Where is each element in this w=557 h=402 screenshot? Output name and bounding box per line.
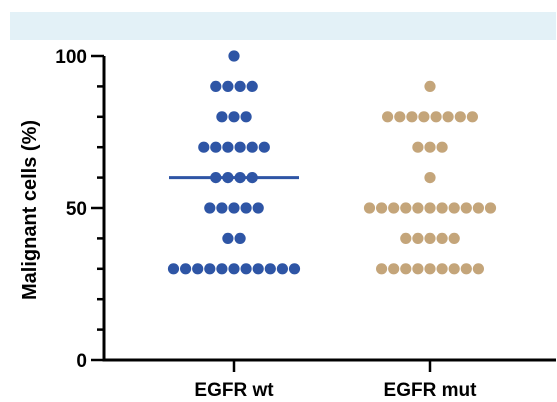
- header-band: [10, 12, 556, 40]
- data-point: [400, 202, 412, 214]
- data-point: [424, 263, 436, 275]
- data-point: [412, 263, 424, 275]
- data-point: [436, 232, 448, 244]
- data-point: [210, 80, 222, 92]
- data-point: [412, 141, 424, 153]
- y-tick-label: 0: [76, 351, 87, 372]
- y-tick-label: 50: [66, 199, 87, 220]
- data-point: [376, 263, 388, 275]
- data-point: [394, 111, 406, 123]
- data-point: [430, 111, 442, 123]
- data-point: [252, 202, 264, 214]
- data-point: [448, 263, 460, 275]
- data-point: [436, 263, 448, 275]
- data-point: [228, 50, 240, 62]
- data-point: [388, 263, 400, 275]
- y-tick-label: 100: [55, 47, 87, 68]
- data-point: [442, 111, 454, 123]
- data-point: [376, 202, 388, 214]
- data-point: [210, 141, 222, 153]
- data-point: [436, 141, 448, 153]
- data-point: [216, 263, 228, 275]
- data-point: [388, 202, 400, 214]
- data-point: [484, 202, 497, 214]
- data-point: [418, 111, 430, 123]
- data-point: [234, 232, 246, 244]
- data-point: [424, 141, 436, 153]
- data-point: [240, 263, 252, 275]
- data-point: [222, 141, 234, 153]
- data-point: [466, 111, 478, 123]
- data-point: [424, 172, 436, 184]
- data-point: [454, 111, 466, 123]
- data-points: [167, 50, 497, 275]
- data-point: [240, 202, 252, 214]
- data-point: [198, 141, 210, 153]
- data-point: [424, 80, 436, 92]
- data-point: [412, 232, 424, 244]
- data-point: [406, 111, 418, 123]
- data-point: [228, 202, 240, 214]
- data-point: [192, 263, 204, 275]
- data-point: [264, 263, 276, 275]
- data-point: [180, 263, 192, 275]
- data-point: [252, 263, 264, 275]
- data-point: [228, 111, 240, 123]
- data-point: [246, 141, 258, 153]
- data-point: [228, 263, 240, 275]
- data-point: [424, 232, 436, 244]
- data-point: [204, 202, 216, 214]
- data-point: [436, 202, 448, 214]
- data-point: [234, 80, 246, 92]
- data-point: [400, 232, 412, 244]
- data-point: [472, 202, 484, 214]
- data-point: [448, 232, 460, 244]
- data-point: [204, 263, 216, 275]
- data-point: [382, 111, 394, 123]
- data-point: [460, 263, 472, 275]
- data-point: [288, 263, 301, 275]
- data-point: [424, 202, 436, 214]
- data-point: [412, 202, 424, 214]
- data-point: [472, 263, 484, 275]
- data-point: [460, 202, 472, 214]
- data-point: [246, 80, 258, 92]
- data-point: [276, 263, 288, 275]
- y-axis-title: Malignant cells (%): [19, 120, 41, 300]
- data-point: [448, 202, 460, 214]
- data-point: [258, 141, 270, 153]
- data-point: [216, 111, 228, 123]
- data-point: [167, 263, 180, 275]
- data-point: [363, 202, 376, 214]
- x-tick-label: EGFR wt: [194, 380, 274, 401]
- x-tick-label: EGFR mut: [384, 380, 478, 401]
- data-point: [216, 202, 228, 214]
- y-ticks: 0 50 100 EGFR wt EGFR mut: [55, 47, 477, 401]
- data-point: [222, 232, 234, 244]
- data-point: [234, 141, 246, 153]
- data-point: [240, 111, 252, 123]
- data-point: [222, 80, 234, 92]
- data-point: [400, 263, 412, 275]
